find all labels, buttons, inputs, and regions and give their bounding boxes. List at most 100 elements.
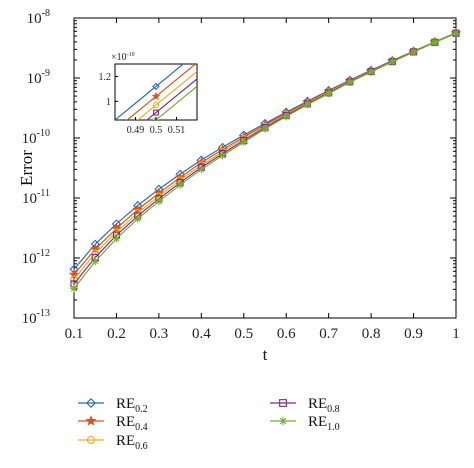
y-tick-exponent: -11 [37,188,50,199]
data-point [91,257,100,266]
legend-label: RE0.4 [116,414,148,433]
x-tick-label: 0.7 [319,326,338,342]
legend-label-subscript: 0.6 [135,441,148,452]
data-point [155,197,163,206]
inset-series-line [136,71,197,120]
data-point [367,68,375,76]
y-tick-label: 10-8 [27,8,50,27]
y-tick-base: 10 [27,11,42,27]
y-tick-base: 10 [22,251,37,267]
y-tick-exponent: -9 [42,68,50,79]
inset-series-line [155,85,197,120]
inset-series-line [145,78,197,120]
x-tick-label: 1 [452,326,460,342]
data-point [176,181,184,189]
inset-multiplier-exponent: -10 [127,52,135,58]
inset-zoom-plot: 0.49 0.5 0.51 1 1.2 ×10-10 [99,52,198,136]
y-tick-label: 10-11 [22,188,50,207]
data-point [452,29,460,38]
data-point [388,58,397,66]
data-point [197,165,206,174]
data-point [133,215,142,223]
data-point [111,223,122,233]
series-1-0 [70,29,460,293]
data-point [70,284,78,293]
x-tick-label: 0.2 [107,326,126,342]
legend-entry-0-4: RE0.4 [78,414,148,433]
y-tick-exponent: -13 [37,308,50,319]
legend-label-subscript: 0.2 [135,404,148,415]
y-axis-title: Error [17,150,36,186]
y-tick-base: 10 [22,311,37,327]
inset-data-point [152,82,160,91]
y-tick-label: 10-9 [27,68,50,87]
x-tick-label: 0.1 [65,326,84,342]
inset-x-tick-label: 0.49 [127,125,145,136]
legend-entry-0-6: RE0.6 [78,433,148,452]
data-point [303,100,312,109]
inset-x-tick-label: 0.5 [150,125,163,136]
y-tick-exponent: -8 [42,8,50,19]
inset-data-point [151,91,161,101]
inset-series-line [115,64,185,120]
legend-label: RE0.2 [116,396,148,415]
data-point [218,151,227,160]
y-tick-label: 10-12 [22,248,50,267]
legend-marker [86,435,96,445]
inset-multiplier: ×10-10 [111,52,135,63]
data-point [239,138,248,147]
y-tick-base: 10 [27,71,42,87]
main-plot-area: 0.1 0.2 0.3 0.4 0.5 0.6 0.7 0.8 0.9 110-1310-1210… [17,8,462,364]
legend-label-subscript: 0.8 [327,404,340,415]
legend-label-name: RE [308,414,327,430]
x-tick-label: 0.8 [362,326,381,342]
legend-label-name: RE [116,414,135,430]
legend-entry-1-0: RE1.0 [270,414,340,433]
inset-y-tick-label: 1 [106,97,111,108]
x-tick-label: 0.5 [234,326,253,342]
data-point [409,48,418,56]
data-point [282,112,291,121]
inset-y-tick-label: 1.2 [99,72,112,83]
legend-entry-0-2: RE0.2 [78,396,148,415]
data-point [261,125,269,133]
y-tick-base: 10 [22,131,37,147]
data-point [430,38,439,47]
inset-data-point [153,109,159,116]
legend-label-name: RE [116,433,135,449]
data-point [89,243,101,254]
legend-label-subscript: 0.4 [135,422,148,433]
inset-data-point [152,101,160,109]
legend-marker [278,416,288,426]
inset-multiplier-base: ×10 [111,52,127,63]
x-tick-label: 0.4 [192,326,211,342]
legend-label-name: RE [116,396,135,412]
inset-x-tick-label: 0.51 [168,125,186,136]
legend-label-subscript: 1.0 [327,422,340,433]
legend-label: RE0.8 [308,396,340,415]
legend-entry-0-8: RE0.8 [270,396,340,415]
x-tick-label: 0.6 [277,326,296,342]
y-tick-exponent: -10 [37,128,50,139]
x-tick-label: 0.3 [150,326,169,342]
legend-label: RE0.6 [116,433,148,452]
data-point [346,78,354,87]
legend-marker [279,399,287,407]
data-point [324,89,333,98]
y-tick-exponent: -12 [37,248,50,259]
plot-frame [73,17,457,319]
x-axis-title: t [263,345,268,364]
data-point [112,234,121,243]
inset-series [115,64,197,120]
y-tick-base: 10 [22,191,37,207]
legend-marker [85,415,97,426]
x-tick-label: 0.9 [404,326,423,342]
legend-label: RE1.0 [308,414,340,433]
y-tick-label: 10-13 [22,308,50,327]
y-tick-label: 10-10 [22,128,50,147]
legend-marker [86,398,96,408]
data-point [132,204,143,215]
legend-label-name: RE [308,396,327,412]
